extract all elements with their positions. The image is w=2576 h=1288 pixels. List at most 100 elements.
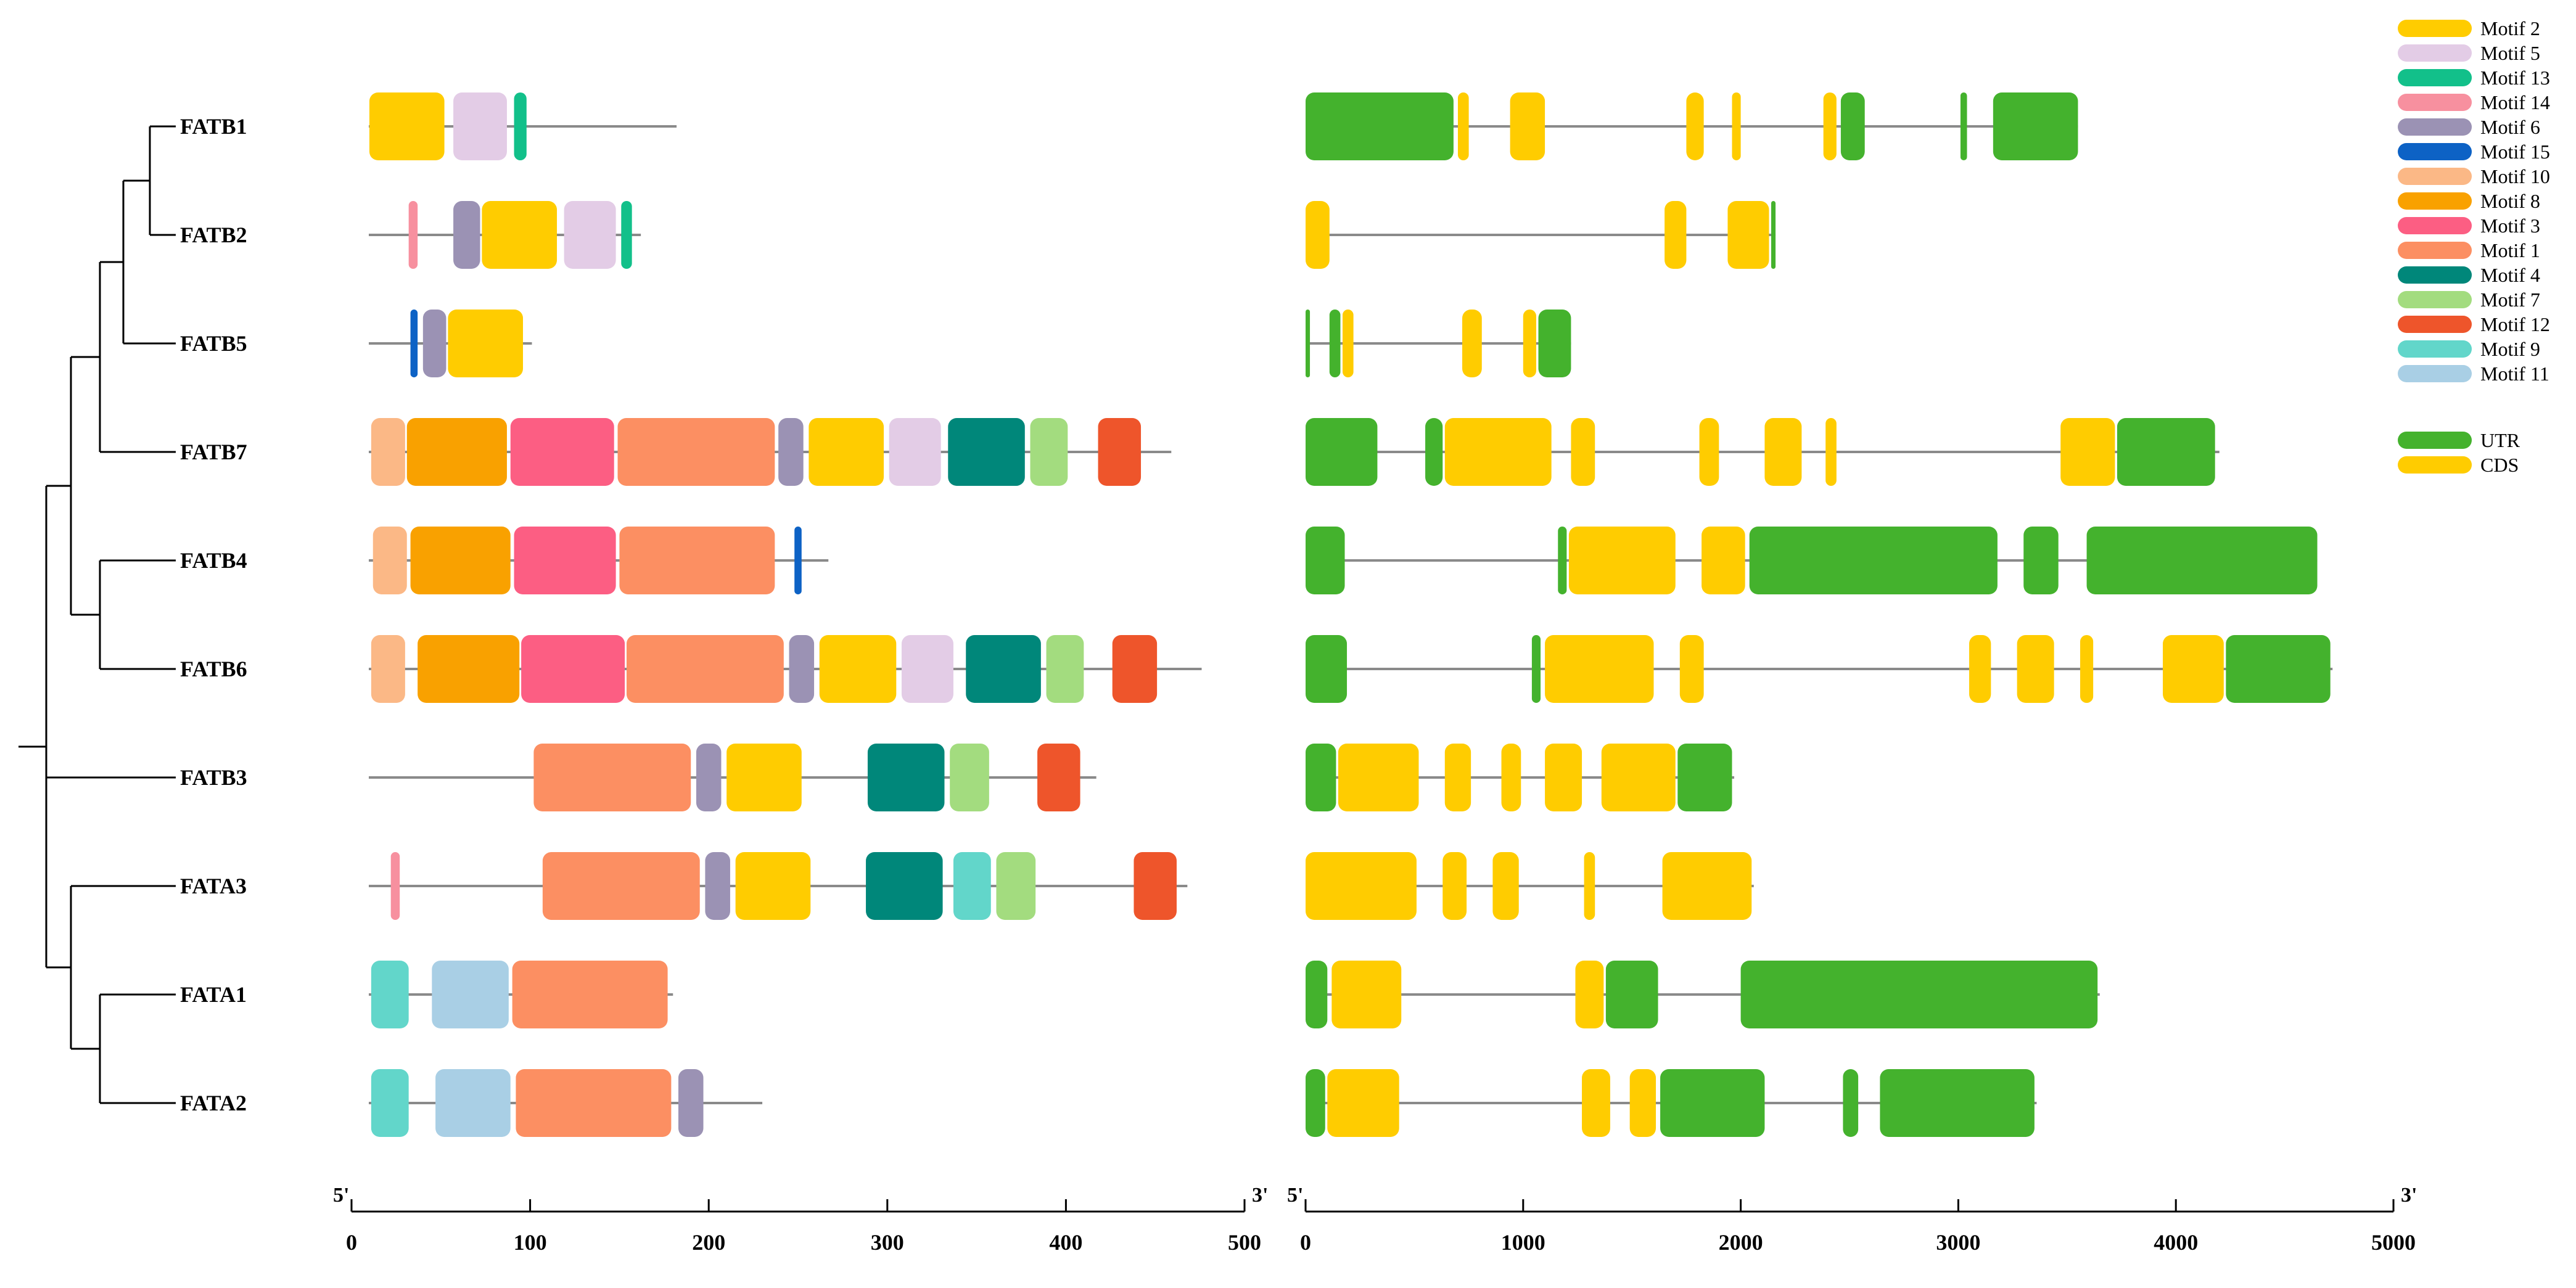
cds-segment <box>1510 92 1545 160</box>
motif-box-motif-2 <box>809 418 884 486</box>
cds-segment <box>1462 310 1482 377</box>
motif-box-motif-2 <box>482 201 558 269</box>
utr-segment <box>1660 1069 1765 1137</box>
axis-tick-label: 3000 <box>1936 1230 1980 1255</box>
motif-box-motif-13 <box>621 201 632 269</box>
motif-box-motif-11 <box>432 961 509 1028</box>
axis-tick-label: 300 <box>871 1230 904 1255</box>
axis-tick-label: 4000 <box>2154 1230 2198 1255</box>
legend-label: Motif 5 <box>2480 42 2540 64</box>
cds-segment <box>1568 527 1676 594</box>
utr-segment <box>2117 418 2215 486</box>
motif-axis: 0 100 200 300 400 500 5' 3' <box>333 1184 1268 1255</box>
utr-segment <box>1306 418 1378 486</box>
motif-box-motif-5 <box>889 418 941 486</box>
cds-segment <box>1662 852 1752 920</box>
axis-5prime-label: 5' <box>333 1184 349 1207</box>
legend-label: Motif 2 <box>2480 17 2540 39</box>
cds-segment <box>1545 744 1582 811</box>
gene-label-fatb2: FATB2 <box>180 223 247 247</box>
cds-segment <box>1699 418 1719 486</box>
cds-segment <box>1501 744 1521 811</box>
utr-segment <box>2086 527 2318 594</box>
legend-swatch-motif-2 <box>2398 20 2472 37</box>
utr-segment <box>1306 961 1328 1028</box>
axis-tick-label: 1000 <box>1501 1230 1545 1255</box>
legend-swatch-motif-6 <box>2398 118 2472 136</box>
gene-label-fatb3: FATB3 <box>180 765 247 790</box>
legend-label: Motif 7 <box>2480 289 2540 311</box>
axis-tick-label: 500 <box>1228 1230 1261 1255</box>
legend-swatch-motif-7 <box>2398 291 2472 308</box>
motif-box-motif-2 <box>735 852 811 920</box>
motif-box-motif-1 <box>617 418 775 486</box>
legend-swatch-motif-14 <box>2398 94 2472 111</box>
motif-box-motif-1 <box>626 635 784 703</box>
motif-box-motif-6 <box>789 635 815 703</box>
cds-segment <box>1331 961 1402 1028</box>
utr-segment <box>1960 92 1967 160</box>
motif-box-motif-12 <box>1112 635 1158 703</box>
utr-segment <box>1306 310 1311 377</box>
motif-box-motif-15 <box>410 310 418 377</box>
cds-segment <box>1444 744 1471 811</box>
cds-segment <box>2080 635 2094 703</box>
motif-box-motif-8 <box>406 418 507 486</box>
gene-label-fatb5: FATB5 <box>180 331 247 356</box>
cds-segment <box>1306 852 1417 920</box>
axis-tick-label: 0 <box>346 1230 357 1255</box>
gene-label-fatb6: FATB6 <box>180 657 247 681</box>
structure-axis: 0 1000 2000 3000 4000 5000 5' 3' <box>1287 1184 2417 1255</box>
motif-box-motif-2 <box>726 744 802 811</box>
legend-label: Motif 13 <box>2480 67 2550 89</box>
cds-segment <box>1444 418 1552 486</box>
cds-segment <box>1442 852 1467 920</box>
motif-panel <box>369 92 1202 1137</box>
legend-swatch-utr <box>2398 432 2472 449</box>
axis-tick-label: 5000 <box>2371 1230 2416 1255</box>
motif-box-motif-10 <box>371 635 405 703</box>
motif-box-motif-2 <box>448 310 524 377</box>
legend-label: CDS <box>2480 454 2519 476</box>
cds-segment <box>1584 852 1595 920</box>
motif-box-motif-1 <box>516 1069 672 1137</box>
cds-segment <box>1545 635 1654 703</box>
legend-swatch-motif-10 <box>2398 168 2472 185</box>
axis-5prime-label: 5' <box>1287 1184 1303 1207</box>
motif-box-motif-14 <box>390 852 400 920</box>
legend-label: Motif 12 <box>2480 313 2550 335</box>
axis-tick-label: 200 <box>692 1230 725 1255</box>
legend-label: Motif 3 <box>2480 215 2540 237</box>
utr-segment <box>1605 961 1658 1028</box>
cds-segment <box>1492 852 1519 920</box>
motif-box-motif-12 <box>1134 852 1177 920</box>
motif-box-motif-10 <box>372 527 407 594</box>
motif-box-motif-2 <box>819 635 897 703</box>
cds-segment <box>1327 1069 1399 1137</box>
legend-swatch-motif-15 <box>2398 143 2472 160</box>
motif-box-motif-3 <box>514 527 616 594</box>
phylogenetic-tree <box>19 125 176 1104</box>
axis-tick-label: 100 <box>514 1230 547 1255</box>
cds-segment <box>1679 635 1704 703</box>
utr-segment <box>1749 527 1998 594</box>
utr-segment <box>1306 527 1345 594</box>
motif-box-motif-8 <box>418 635 520 703</box>
cds-segment <box>1338 744 1419 811</box>
legend-label: Motif 15 <box>2480 141 2550 163</box>
cds-segment <box>1702 527 1745 594</box>
legend-swatch-motif-13 <box>2398 69 2472 86</box>
motif-box-motif-4 <box>866 852 943 920</box>
motif-box-motif-7 <box>1030 418 1068 486</box>
utr-segment <box>1740 961 2098 1028</box>
motif-box-motif-5 <box>564 201 616 269</box>
motif-box-motif-3 <box>521 635 625 703</box>
utr-segment <box>2023 527 2059 594</box>
utr-segment <box>1771 201 1776 269</box>
utr-segment <box>1306 744 1336 811</box>
motif-box-motif-12 <box>1098 418 1142 486</box>
cds-segment <box>1969 635 1991 703</box>
motif-box-motif-2 <box>369 92 445 160</box>
motif-box-motif-6 <box>778 418 804 486</box>
legend-swatch-motif-12 <box>2398 316 2472 333</box>
